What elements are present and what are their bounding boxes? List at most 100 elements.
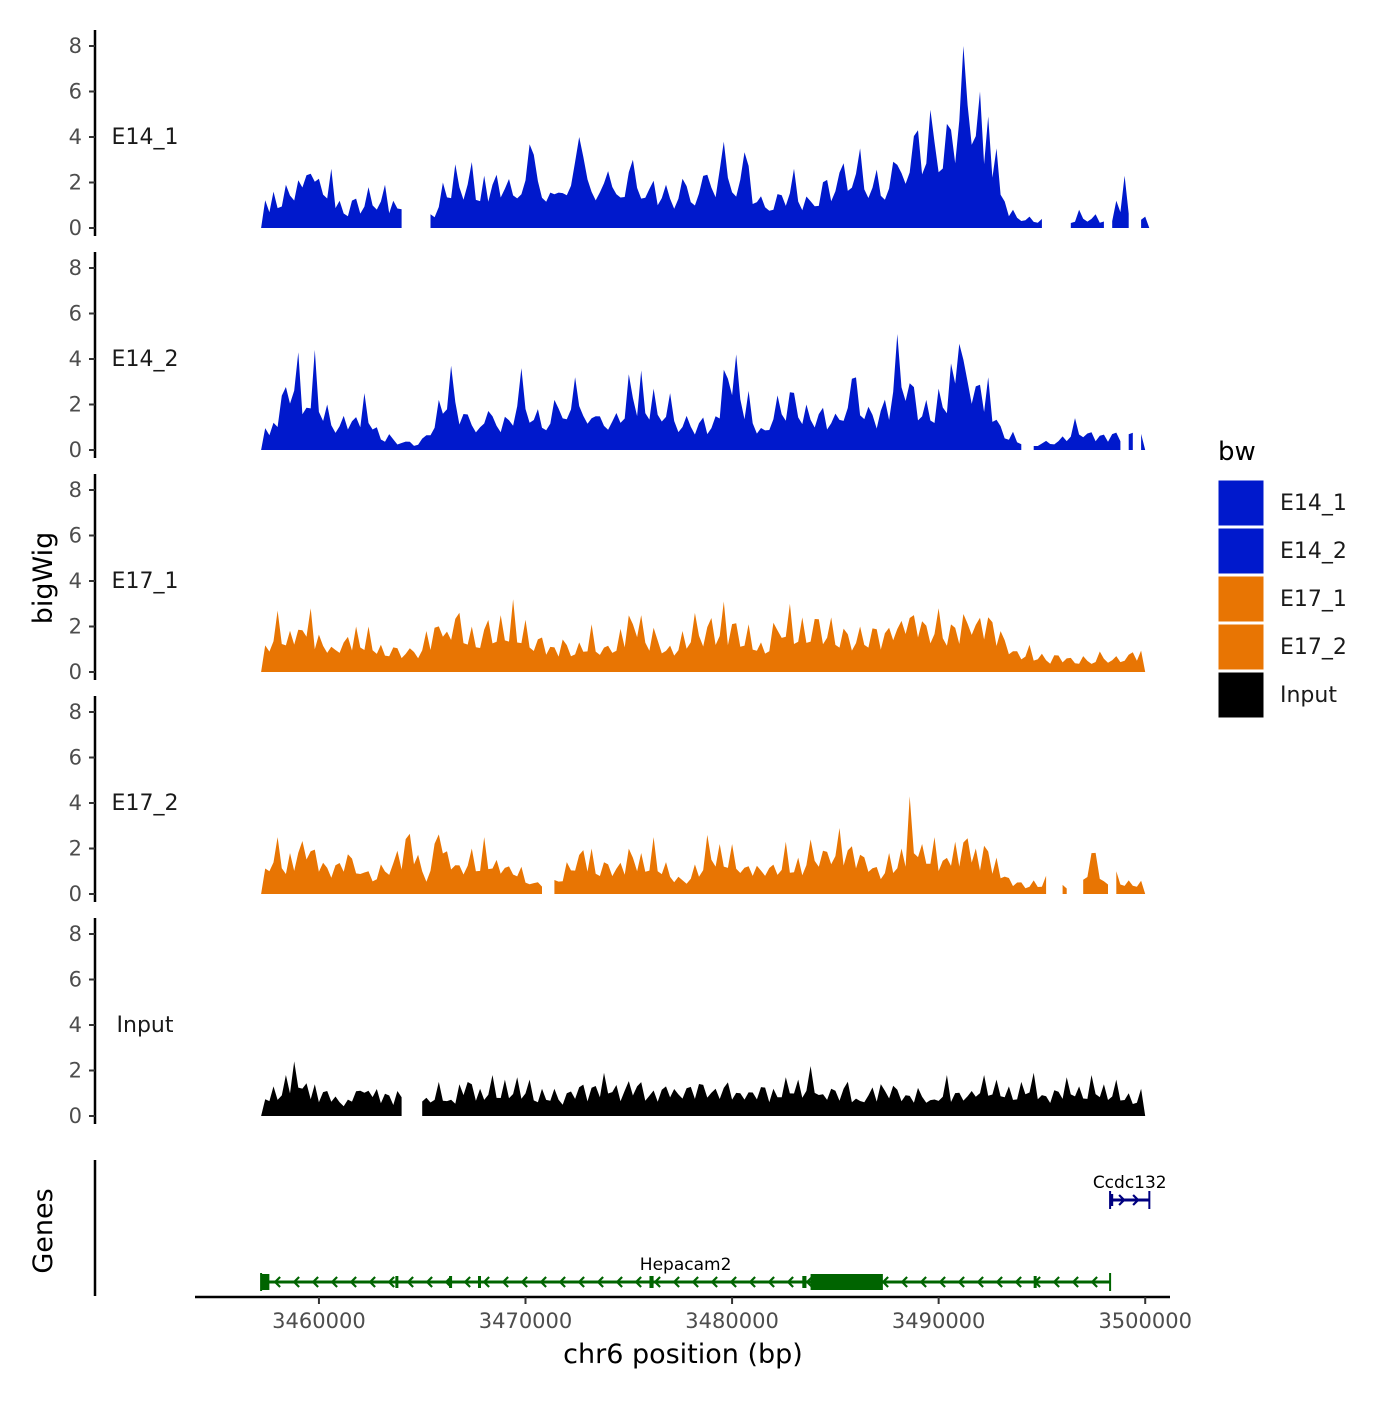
strand-arrow	[596, 1276, 604, 1288]
strand-arrow	[1090, 1276, 1098, 1288]
legend-title: bw	[1218, 437, 1256, 467]
legend-label: E14_1	[1280, 491, 1347, 516]
y-tick-label: 4	[69, 791, 82, 815]
strand-arrow	[957, 1276, 965, 1288]
coverage-area-E17_2	[1116, 871, 1150, 894]
track-E14_1: 0 2 4 6 8 E14_1	[69, 30, 1150, 240]
strand-arrow	[368, 1276, 376, 1288]
coverage-area-E14_1	[430, 46, 1042, 228]
y-tick-label: 2	[69, 1059, 82, 1083]
exon	[802, 1276, 807, 1288]
coverage-area-Input	[422, 1066, 1150, 1116]
track-Input: 0 2 4 6 8 Input	[69, 918, 1150, 1128]
legend: bw E14_1 E14_2 E17_1 E17_2 Input	[1217, 437, 1347, 719]
strand-arrow	[900, 1276, 908, 1288]
tracks-layer: 0 2 4 6 8 E14_1 0 2 4 6 8 E14_2 0 2 4 6 8 E17_1 0 2 4 6 8 E17_2…	[69, 30, 1150, 1128]
strand-arrow	[1052, 1276, 1060, 1288]
legend-swatch	[1217, 479, 1265, 527]
y-tick-label: 6	[69, 302, 82, 326]
strand-arrow	[805, 1276, 813, 1288]
legend-swatch	[1217, 527, 1265, 575]
y-axis-title: bigWig	[28, 532, 59, 625]
coverage-area-E14_2	[1141, 433, 1150, 450]
y-tick-label: 2	[69, 837, 82, 861]
coverage-area-E14_1	[1112, 175, 1129, 228]
strand-arrow	[919, 1276, 927, 1288]
exon	[477, 1276, 481, 1288]
exon	[810, 1274, 883, 1290]
gene-label: Hepacam2	[640, 1255, 732, 1275]
strand-arrow	[406, 1276, 414, 1288]
track-label: E17_2	[112, 791, 179, 816]
legend-label: E17_2	[1280, 635, 1347, 660]
legend-swatch	[1217, 623, 1265, 671]
x-axis-title: chr6 position (bp)	[563, 1339, 803, 1370]
legend-label: Input	[1280, 683, 1337, 708]
coverage-area-E14_1	[261, 168, 402, 228]
y-tick-label: 6	[69, 746, 82, 770]
strand-arrow	[1132, 1194, 1140, 1206]
x-tick-label: 3490000	[892, 1309, 986, 1333]
y-tick-label: 4	[69, 347, 82, 371]
strand-arrow	[520, 1276, 528, 1288]
strand-arrow	[881, 1276, 889, 1288]
coverage-area-E17_2	[554, 796, 1047, 894]
track-label: Input	[117, 1013, 174, 1038]
strand-arrow	[425, 1276, 433, 1288]
y-tick-label: 8	[69, 256, 82, 280]
strand-arrow	[577, 1276, 585, 1288]
strand-arrow	[292, 1276, 300, 1288]
y-tick-label: 0	[69, 1104, 82, 1128]
track-E14_2: 0 2 4 6 8 E14_2	[69, 252, 1150, 462]
strand-arrow	[748, 1276, 756, 1288]
legend-swatch	[1217, 671, 1265, 719]
strand-arrow	[539, 1276, 547, 1288]
track-E17_1: 0 2 4 6 8 E17_1	[69, 474, 1150, 684]
y-tick-label: 8	[69, 34, 82, 58]
exon	[649, 1276, 654, 1288]
strand-arrow	[653, 1276, 661, 1288]
y-tick-label: 8	[69, 478, 82, 502]
exon	[261, 1274, 270, 1290]
y-tick-label: 4	[69, 125, 82, 149]
x-tick-label: 3460000	[272, 1309, 366, 1333]
y-tick-label: 0	[69, 882, 82, 906]
y-tick-label: 0	[69, 660, 82, 684]
strand-arrow	[311, 1276, 319, 1288]
coverage-area-Input	[261, 1061, 402, 1116]
y-tick-label: 0	[69, 438, 82, 462]
strand-arrow	[938, 1276, 946, 1288]
strand-arrow	[558, 1276, 566, 1288]
strand-arrow	[349, 1276, 357, 1288]
strand-arrow	[273, 1276, 281, 1288]
coverage-area-E17_1	[261, 599, 1150, 672]
x-tick-label: 3500000	[1098, 1309, 1192, 1333]
exon	[395, 1276, 399, 1288]
coverage-area-E14_2	[261, 334, 1022, 450]
y-tick-label: 0	[69, 216, 82, 240]
exon	[449, 1276, 453, 1288]
x-axis: 3460000 3470000 3480000 3490000 3500000	[195, 1295, 1192, 1333]
strand-arrow	[1118, 1194, 1126, 1206]
y-tick-label: 2	[69, 615, 82, 639]
coverage-area-E14_2	[1033, 418, 1121, 450]
legend-label: E14_2	[1280, 539, 1347, 564]
y-tick-label: 2	[69, 171, 82, 195]
x-tick-label: 3480000	[685, 1309, 779, 1333]
legend-label: E17_1	[1280, 587, 1347, 612]
strand-arrow	[976, 1276, 984, 1288]
gene-Hepacam2: Hepacam2	[260, 1255, 1112, 1291]
strand-arrow	[995, 1276, 1003, 1288]
strand-arrow	[1014, 1276, 1022, 1288]
genes-layer: Hepacam2 Ccdc132	[93, 1160, 1167, 1296]
coverage-area-E17_2	[261, 833, 542, 894]
strand-arrow	[1071, 1276, 1079, 1288]
strand-arrow	[463, 1276, 471, 1288]
y-tick-label: 6	[69, 524, 82, 548]
y-tick-label: 8	[69, 700, 82, 724]
y-tick-label: 4	[69, 569, 82, 593]
y-tick-label: 8	[69, 922, 82, 946]
strand-arrow	[691, 1276, 699, 1288]
